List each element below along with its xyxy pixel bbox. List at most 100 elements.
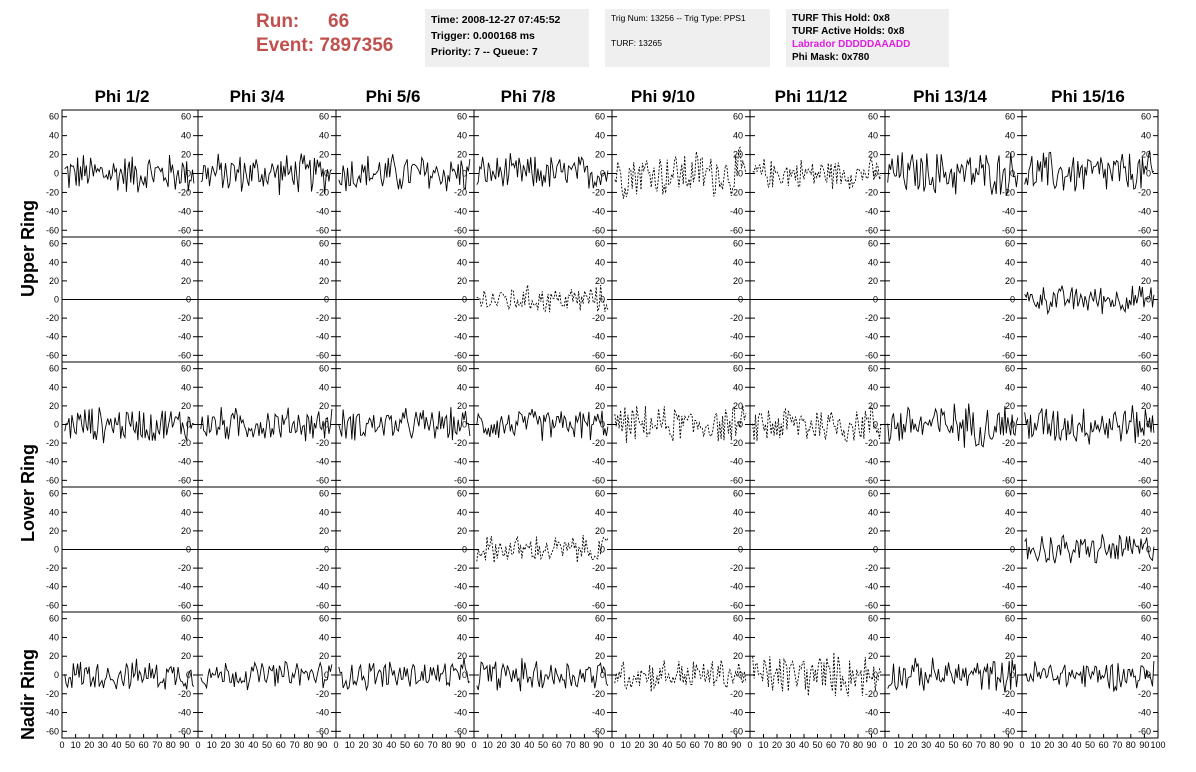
y-tick-label: -60 <box>1002 225 1015 235</box>
y-tick-label: -20 <box>454 438 467 448</box>
waveform-trace <box>338 657 471 692</box>
y-tick-label: -40 <box>316 332 329 342</box>
waveform-trace <box>752 406 882 443</box>
x-tick-label: 40 <box>524 740 534 750</box>
y-tick-label: 20 <box>457 276 467 286</box>
y-tick-label: -60 <box>316 475 329 485</box>
x-tick-label: 90 <box>317 740 327 750</box>
y-tick-label: -40 <box>454 708 467 718</box>
y-tick-label: -40 <box>730 708 743 718</box>
y-tick-label: 20 <box>868 651 878 661</box>
y-tick-label: 40 <box>1005 632 1015 642</box>
y-tick-label: 0 <box>873 670 878 680</box>
y-tick-label: 40 <box>1005 257 1015 267</box>
y-tick-label: 60 <box>1005 614 1015 624</box>
x-tick-label: 10 <box>894 740 904 750</box>
y-tick-label: 0 <box>54 670 59 680</box>
x-tick-label: 50 <box>262 740 272 750</box>
y-tick-label: 20 <box>733 401 743 411</box>
x-tick-label: 60 <box>826 740 836 750</box>
y-tick-label: 40 <box>1005 382 1015 392</box>
y-tick-label: -60 <box>865 600 878 610</box>
y-tick-label: -60 <box>1002 600 1015 610</box>
x-tick-label: 50 <box>812 740 822 750</box>
y-tick-label: 40 <box>319 382 329 392</box>
y-tick-label: 40 <box>733 507 743 517</box>
y-tick-label: -60 <box>865 475 878 485</box>
y-tick-label: 60 <box>1141 112 1151 122</box>
run-label: Run: <box>256 11 300 32</box>
y-tick-label: -40 <box>316 582 329 592</box>
y-tick-label: 60 <box>733 239 743 249</box>
y-tick-label: 0 <box>600 295 605 305</box>
y-tick-label: -60 <box>1002 726 1015 736</box>
time-info-box: Time: 2008-12-27 07:45:52 Trigger: 0.000… <box>425 9 589 67</box>
y-tick-label: 60 <box>1141 364 1151 374</box>
y-tick-label: 20 <box>457 526 467 536</box>
y-tick-label: 40 <box>733 632 743 642</box>
y-tick-label: -20 <box>46 689 59 699</box>
y-tick-label: 40 <box>181 382 191 392</box>
y-tick-label: 40 <box>319 257 329 267</box>
x-tick-label: 20 <box>635 740 645 750</box>
y-tick-label: 20 <box>733 276 743 286</box>
x-tick-label: 30 <box>510 740 520 750</box>
y-tick-label: 60 <box>733 489 743 499</box>
x-tick-label: 20 <box>497 740 507 750</box>
y-tick-label: 40 <box>595 257 605 267</box>
waveform-trace <box>614 660 747 692</box>
y-tick-label: 20 <box>181 526 191 536</box>
y-tick-label: -40 <box>454 206 467 216</box>
waveform-trace <box>476 408 609 441</box>
y-tick-label: 60 <box>181 112 191 122</box>
y-tick-label: 40 <box>595 507 605 517</box>
y-tick-label: -40 <box>592 708 605 718</box>
y-tick-label: -40 <box>865 582 878 592</box>
y-tick-label: 60 <box>319 112 329 122</box>
labrador-text: Labrador DDDDDAAADD <box>792 39 911 50</box>
y-tick-label: 40 <box>49 507 59 517</box>
y-tick-label: 0 <box>186 420 191 430</box>
y-tick-label: -20 <box>316 187 329 197</box>
x-tick-label: 80 <box>1126 740 1136 750</box>
y-tick-label: 20 <box>181 276 191 286</box>
x-tick-label: 80 <box>853 740 863 750</box>
x-tick-label: 80 <box>303 740 313 750</box>
y-tick-label: -20 <box>178 689 191 699</box>
y-tick-label: 0 <box>1010 169 1015 179</box>
y-tick-label: -20 <box>1138 563 1151 573</box>
waveform-trace <box>338 154 471 192</box>
y-tick-label: -60 <box>454 475 467 485</box>
y-tick-label: 20 <box>181 401 191 411</box>
y-tick-label: -40 <box>592 332 605 342</box>
y-tick-label: 0 <box>462 169 467 179</box>
y-tick-label: 40 <box>733 382 743 392</box>
x-tick-label: 60 <box>1099 740 1109 750</box>
x-tick-label: 40 <box>935 740 945 750</box>
y-tick-label: -20 <box>730 313 743 323</box>
y-tick-label: -40 <box>1138 582 1151 592</box>
y-tick-label: -20 <box>178 313 191 323</box>
y-tick-label: -20 <box>46 438 59 448</box>
y-tick-label: 60 <box>1005 239 1015 249</box>
y-tick-label: -20 <box>865 563 878 573</box>
panel-frame <box>473 109 613 238</box>
y-tick-label: 60 <box>1005 112 1015 122</box>
y-tick-label: 40 <box>733 131 743 141</box>
x-tick-label: 0 <box>471 740 476 750</box>
y-tick-label: 60 <box>49 112 59 122</box>
y-tick-label: -40 <box>316 708 329 718</box>
y-tick-label: 20 <box>319 526 329 536</box>
y-tick-label: 60 <box>868 489 878 499</box>
waveform-trace <box>887 152 1019 196</box>
waveform-trace <box>64 154 195 193</box>
x-tick-label: 90 <box>1139 740 1149 750</box>
panel-frame <box>335 611 475 739</box>
y-tick-label: 20 <box>595 276 605 286</box>
y-tick-label: -20 <box>454 563 467 573</box>
y-tick-label: 0 <box>1146 295 1151 305</box>
y-tick-label: -60 <box>178 225 191 235</box>
y-tick-label: 20 <box>595 651 605 661</box>
y-tick-label: -20 <box>865 689 878 699</box>
y-tick-label: -60 <box>1138 475 1151 485</box>
